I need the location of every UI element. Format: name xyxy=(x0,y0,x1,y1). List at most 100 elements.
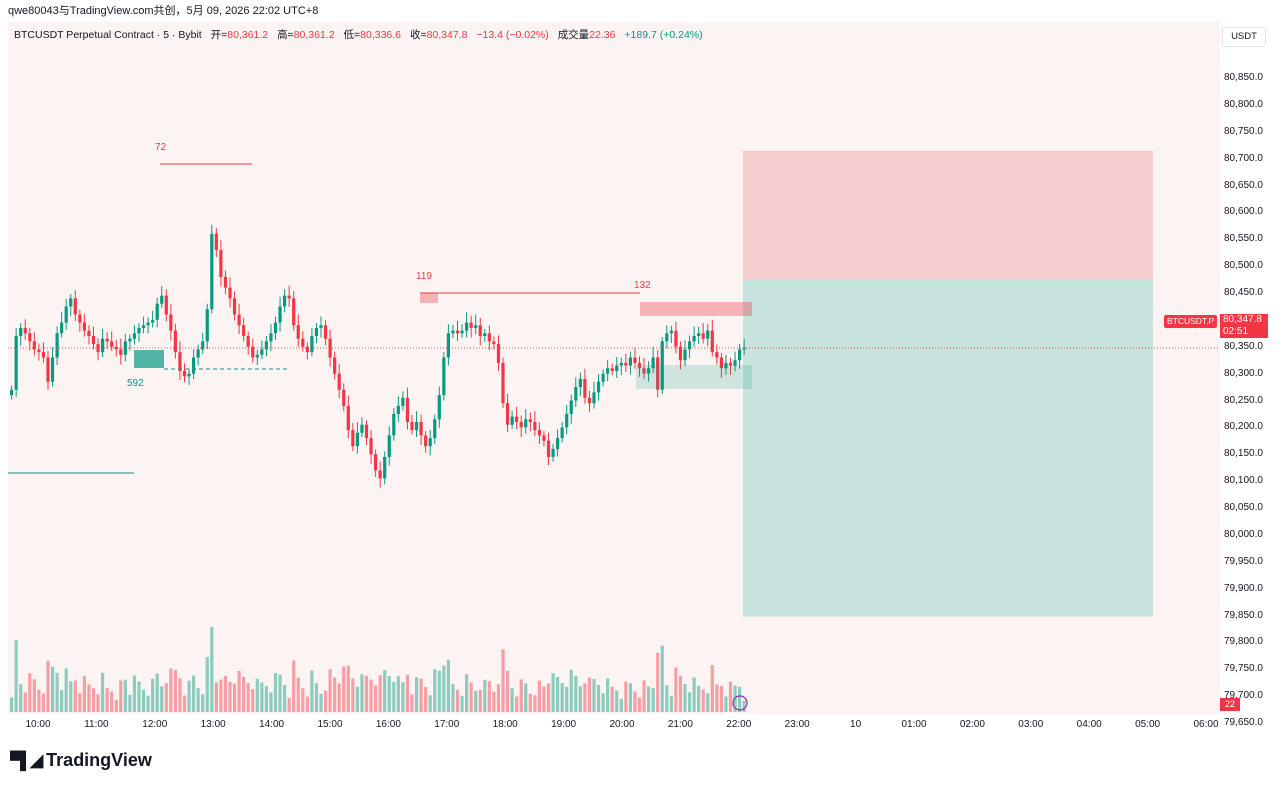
volume-bar xyxy=(364,675,369,712)
candle-body xyxy=(378,470,382,479)
volume-bar xyxy=(296,677,300,712)
currency-button[interactable]: USDT xyxy=(1222,27,1266,47)
candle-body xyxy=(283,295,287,307)
candle-body xyxy=(469,322,473,328)
candle-body xyxy=(28,333,32,342)
candle-body xyxy=(173,330,177,353)
legend-low-label: 低= xyxy=(343,29,361,41)
legend-high: 80,361.2 xyxy=(293,29,335,41)
candle-body xyxy=(587,397,592,404)
volume-bar xyxy=(287,697,291,712)
y-tick-label: 79,750.0 xyxy=(1224,663,1263,675)
volume-bar xyxy=(537,680,541,712)
y-tick-label: 80,300.0 xyxy=(1224,367,1263,379)
tradingview-mark-icon: ▀▌◢ xyxy=(10,750,43,770)
volume-bar xyxy=(119,680,123,712)
x-tick-label: 17:00 xyxy=(434,719,460,730)
candle-body xyxy=(264,341,268,350)
volume-bar xyxy=(251,689,255,712)
candle-body xyxy=(160,295,164,304)
volume-bar xyxy=(660,645,664,712)
y-tick-label: 79,800.0 xyxy=(1224,636,1263,648)
candle-body xyxy=(23,327,27,334)
candle-body xyxy=(383,456,387,479)
chart-legend: BTCUSDT Perpetual Contract · 5 · Bybit 开… xyxy=(14,27,703,42)
volume-bar xyxy=(132,675,137,712)
volume-bar xyxy=(396,676,400,712)
demand-box-592 xyxy=(134,350,164,368)
candle-body xyxy=(596,381,601,393)
volume-bar xyxy=(433,669,437,712)
candle-body xyxy=(337,373,341,390)
volume-bar xyxy=(460,695,464,712)
candle-body xyxy=(374,454,378,471)
candle-body xyxy=(242,325,246,336)
candle-body xyxy=(724,362,728,369)
candle-body xyxy=(738,349,742,361)
volume-bar xyxy=(501,649,505,712)
y-tick-label: 80,650.0 xyxy=(1224,179,1263,191)
volume-bar xyxy=(210,627,214,712)
volume-bar xyxy=(692,677,696,712)
volume-bar xyxy=(724,696,728,712)
candle-body xyxy=(14,336,18,390)
volume-bar xyxy=(542,686,546,712)
legend-low: 80,336.6 xyxy=(360,29,402,41)
candle-body xyxy=(296,325,300,339)
y-tick-label: 80,850.0 xyxy=(1224,72,1263,83)
candle-body xyxy=(401,397,405,406)
volume-bar xyxy=(255,678,259,712)
volume-bar xyxy=(10,697,14,712)
x-tick-label: 01:00 xyxy=(901,719,927,730)
candle-body xyxy=(428,438,432,447)
candle-body xyxy=(574,387,578,401)
volume-bar xyxy=(55,672,59,712)
candle-body xyxy=(396,405,400,414)
volume-bar xyxy=(23,692,27,712)
volume-bar xyxy=(474,690,478,712)
volume-bar xyxy=(569,669,573,712)
candle-body xyxy=(351,430,355,447)
volume-bar xyxy=(519,679,523,712)
label-72: 72 xyxy=(155,142,167,153)
alert-icon xyxy=(732,695,748,711)
candle-body xyxy=(505,403,510,425)
price-axis[interactable] xyxy=(1220,22,1280,714)
candle-body xyxy=(19,327,23,336)
legend-open-label: 开= xyxy=(210,29,228,41)
x-tick-label: 19:00 xyxy=(551,719,577,730)
candle-body xyxy=(578,379,582,388)
candle-body xyxy=(78,314,82,323)
volume-bar xyxy=(69,681,73,712)
volume-bar xyxy=(314,683,319,712)
candle-body xyxy=(292,298,296,326)
x-tick-label: 10 xyxy=(850,719,862,730)
volume-bar xyxy=(323,690,328,712)
candle-body xyxy=(69,298,73,307)
volume-bar xyxy=(141,689,146,712)
volume-bar xyxy=(310,670,314,712)
candle-body xyxy=(583,379,587,398)
volume-bar xyxy=(510,688,514,712)
tradingview-logo[interactable]: ▀▌◢ TradingView xyxy=(10,750,152,771)
volume-bar xyxy=(728,681,733,712)
y-tick-label: 80,150.0 xyxy=(1224,448,1263,460)
volume-bar xyxy=(524,683,528,712)
x-tick-label: 13:00 xyxy=(200,719,226,730)
volume-bar xyxy=(201,694,205,712)
candle-body xyxy=(101,338,105,353)
candle-body xyxy=(728,362,733,366)
candle-body xyxy=(314,327,319,336)
candle-body xyxy=(50,357,55,382)
volume-bar xyxy=(96,694,100,712)
candle-body xyxy=(451,330,455,334)
candle-body xyxy=(151,319,155,323)
volume-bar xyxy=(633,691,637,712)
volume-bar xyxy=(37,689,41,712)
supply-box-132 xyxy=(640,302,752,316)
candle-body xyxy=(701,333,705,339)
volume-bar xyxy=(337,683,341,712)
volume-bar xyxy=(173,670,177,712)
candle-body xyxy=(519,422,523,428)
